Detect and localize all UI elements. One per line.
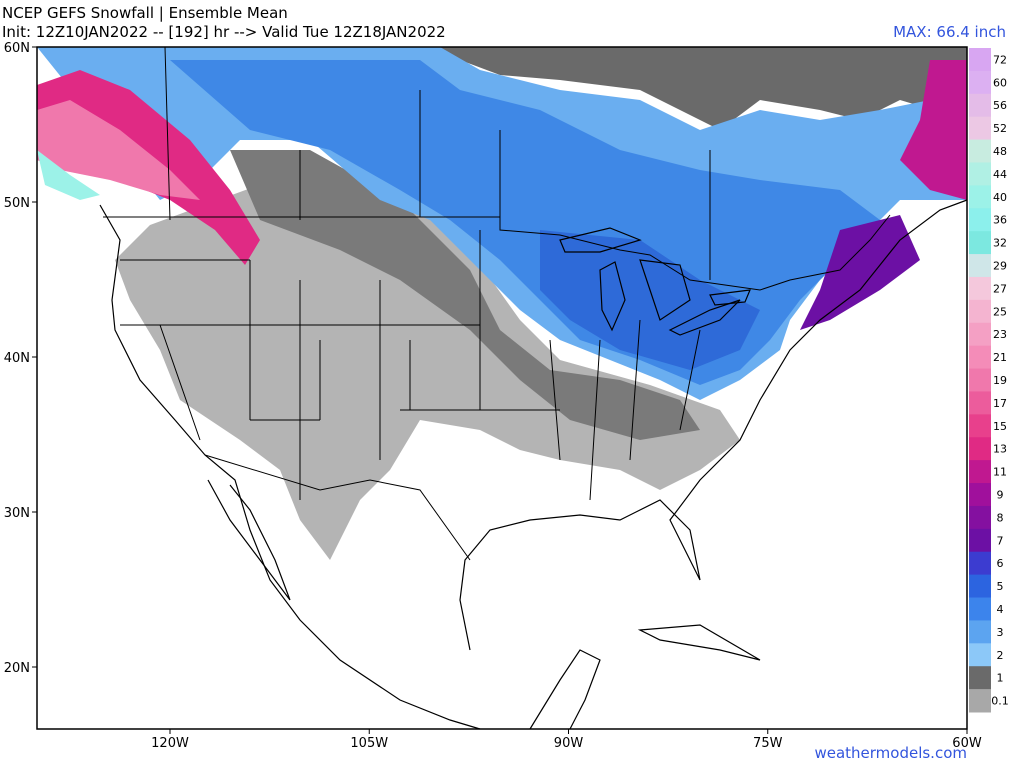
legend-label: 72 xyxy=(993,53,1007,66)
legend-label: 36 xyxy=(993,214,1007,227)
lat-label: 30N xyxy=(4,506,30,521)
lon-label: 90W xyxy=(554,736,584,751)
legend-label: 0.1 xyxy=(991,695,1009,708)
legend-swatch xyxy=(969,276,991,301)
legend-label: 56 xyxy=(993,99,1007,112)
lake-huron xyxy=(639,259,691,321)
map-frame xyxy=(36,46,968,730)
legend-swatch xyxy=(969,528,991,553)
legend-label: 52 xyxy=(993,122,1007,135)
lat-label: 50N xyxy=(4,196,30,211)
legend-label: 5 xyxy=(997,580,1004,593)
legend-swatch xyxy=(969,505,991,530)
snow-gray-north xyxy=(420,47,967,130)
legend-swatch xyxy=(969,551,991,576)
legend-label: 25 xyxy=(993,305,1007,318)
legend-label: 4 xyxy=(997,603,1004,616)
legend-swatch xyxy=(969,368,991,392)
snow-blue-core xyxy=(540,230,760,370)
snow-heavy-cyan xyxy=(37,150,100,200)
lake-erie xyxy=(668,299,741,336)
lat-label: 60N xyxy=(4,41,30,56)
legend-label: 11 xyxy=(993,466,1007,479)
legend-label: 19 xyxy=(993,374,1007,387)
lon-label: 120W xyxy=(151,736,189,751)
legend-label: 17 xyxy=(993,397,1007,410)
snow-purple xyxy=(800,215,920,330)
border-us-mexico xyxy=(204,454,471,561)
legend-label: 13 xyxy=(993,443,1007,456)
legend-label: 60 xyxy=(993,76,1007,89)
legend-label: 2 xyxy=(997,649,1004,662)
legend-label: 32 xyxy=(993,237,1007,250)
legend-swatch xyxy=(969,414,991,438)
legend-label: 3 xyxy=(997,626,1004,639)
border-us-canada xyxy=(103,214,891,291)
legend-swatch xyxy=(969,666,991,690)
legend-swatch xyxy=(969,574,991,599)
legend-swatch xyxy=(969,162,991,186)
legend-swatch xyxy=(969,391,991,415)
legend-label: 29 xyxy=(993,260,1007,273)
lake-michigan xyxy=(599,261,626,332)
subtitle: Init: 12Z10JAN2022 -- [192] hr --> Valid… xyxy=(2,23,446,41)
max-label: MAX: 66.4 inch xyxy=(893,23,1006,41)
legend-label: 48 xyxy=(993,145,1007,158)
legend-label: 6 xyxy=(997,557,1004,570)
snow-heavy-pink xyxy=(37,100,200,200)
axes: 60N 50N 40N 30N 20N 120W 105W 90W 75W 60W xyxy=(4,41,982,751)
legend-swatch xyxy=(969,460,991,484)
legend-swatch xyxy=(969,437,991,461)
snow-magenta-east xyxy=(900,60,967,200)
lat-label: 40N xyxy=(4,351,30,366)
coastline-pacific xyxy=(99,204,481,730)
legend-swatch xyxy=(969,116,991,141)
lat-label: 20N xyxy=(4,661,30,676)
legend-swatch xyxy=(969,231,991,255)
legend: 7260565248444036322927252321191715131198… xyxy=(969,48,1009,713)
lon-label: 60W xyxy=(952,736,982,751)
legend-swatch xyxy=(969,70,991,95)
lon-label: 75W xyxy=(753,736,783,751)
legend-label: 44 xyxy=(993,168,1007,181)
legend-swatch xyxy=(969,597,991,621)
coastline-atlantic xyxy=(459,199,968,651)
legend-swatch xyxy=(969,93,991,118)
legend-swatch xyxy=(969,208,991,232)
legend-label: 40 xyxy=(993,191,1007,204)
lake-superior xyxy=(559,227,642,253)
legend-label: 9 xyxy=(997,488,1004,501)
legend-label: 23 xyxy=(993,328,1007,341)
legend-label: 15 xyxy=(993,420,1007,433)
legend-label: 27 xyxy=(993,282,1007,295)
legend-swatch xyxy=(969,345,991,370)
legend-label: 8 xyxy=(997,511,1004,524)
legend-swatch xyxy=(969,254,991,278)
legend-swatch xyxy=(969,620,991,644)
legend-swatch xyxy=(969,48,991,72)
coastline-yucatan xyxy=(529,649,601,730)
legend-swatch xyxy=(969,139,991,163)
coastline-cuba xyxy=(637,624,761,661)
snow-light xyxy=(115,170,740,560)
legend-swatch xyxy=(969,483,991,507)
legend-label: 1 xyxy=(997,672,1004,685)
legend-swatch xyxy=(969,299,991,324)
border-states xyxy=(120,46,711,501)
lon-label: 105W xyxy=(350,736,388,751)
map-area xyxy=(36,46,968,730)
legend-swatch xyxy=(969,185,991,209)
credit: weathermodels.com xyxy=(814,744,967,762)
legend-swatch xyxy=(969,322,991,347)
legend-swatch xyxy=(969,689,991,713)
legend-label: 7 xyxy=(997,534,1004,547)
snow-gray xyxy=(230,150,700,440)
coastline-baja xyxy=(207,479,291,601)
title: NCEP GEFS Snowfall | Ensemble Mean xyxy=(2,4,288,22)
legend-swatch xyxy=(969,643,991,667)
legend-label: 21 xyxy=(993,351,1007,364)
lake-ontario xyxy=(709,289,751,306)
